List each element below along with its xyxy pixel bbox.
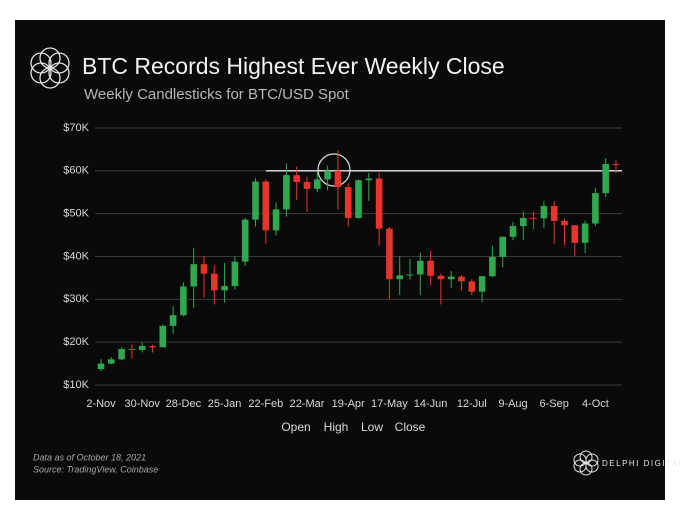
candle-body — [211, 273, 218, 291]
x-tick-label: 6-Sep — [540, 398, 569, 410]
candle-body — [458, 276, 465, 282]
x-tick-label: 12-Jul — [457, 398, 487, 410]
y-tick-label: $40K — [63, 250, 89, 262]
candle-body — [427, 260, 434, 276]
candle-body — [386, 228, 393, 280]
x-tick-label: 2-Nov — [86, 398, 116, 410]
x-tick-label: 28-Dec — [166, 398, 202, 410]
candle-body — [149, 346, 156, 348]
candle-body — [447, 276, 455, 280]
candle-body — [314, 179, 321, 189]
candle-body — [396, 275, 403, 280]
candle-body — [293, 175, 300, 182]
x-tick-label: 9-Aug — [498, 398, 527, 410]
candle-body — [334, 170, 342, 188]
candle-body — [241, 219, 249, 262]
candle-body — [169, 315, 177, 326]
candle-body — [509, 226, 517, 237]
x-tick-label: 22-Mar — [290, 398, 325, 410]
candle-body — [272, 209, 280, 231]
candle-body — [520, 217, 527, 227]
legend-label: High — [324, 420, 349, 434]
candle-body — [530, 217, 537, 219]
brand: DELPHI DIGITAL — [602, 459, 680, 468]
y-tick-label: $20K — [63, 336, 89, 348]
y-tick-label: $50K — [63, 208, 89, 220]
candle-body — [437, 275, 445, 280]
candle-body — [489, 256, 496, 277]
note: Data as of October 18, 2021 — [33, 452, 146, 462]
legend-label: Close — [395, 420, 426, 434]
candle-body — [550, 205, 558, 221]
candle-body — [581, 223, 589, 243]
candle-body — [200, 264, 208, 274]
candle-body — [231, 261, 239, 287]
candle-body — [355, 180, 362, 218]
x-tick-label: 17-May — [371, 398, 408, 410]
candle-body — [138, 346, 146, 350]
candle-body — [468, 281, 476, 292]
x-tick-label: 4-Oct — [582, 398, 609, 410]
candle-body — [417, 260, 424, 275]
candle-body — [540, 205, 548, 219]
candle-body — [375, 178, 383, 229]
candle-body — [344, 187, 352, 218]
x-tick-label: 30-Nov — [124, 398, 160, 410]
x-tick-label: 19-Apr — [332, 398, 365, 410]
logo — [30, 47, 70, 89]
y-tick-label: $10K — [63, 379, 89, 391]
candle-body — [365, 178, 373, 181]
y-tick-label: $30K — [63, 293, 89, 305]
candle-body — [97, 363, 105, 370]
candle-body — [561, 220, 568, 226]
chart-subtitle: Weekly Candlesticks for BTC/USD Spot — [84, 86, 350, 103]
note: Source: TradingView, Coinbase — [33, 464, 158, 474]
candle-body — [406, 274, 414, 276]
candle-body — [190, 264, 197, 287]
candle-body — [478, 276, 486, 292]
candle-body — [118, 349, 125, 360]
candle-body — [324, 170, 331, 180]
legend-label: Low — [361, 420, 383, 434]
x-tick-label: 25-Jan — [208, 398, 242, 410]
candle-body — [108, 359, 115, 364]
chart-title: BTC Records Highest Ever Weekly Close — [82, 53, 505, 79]
y-tick-label: $70K — [63, 122, 89, 134]
candle-body — [252, 181, 259, 220]
candle-body — [128, 349, 136, 351]
candle-body — [303, 181, 311, 189]
candle-body — [592, 193, 599, 224]
brand-logo — [573, 450, 599, 476]
x-tick-label: 14-Jun — [414, 398, 448, 410]
candle-body — [612, 163, 620, 165]
x-tick-label: 22-Feb — [248, 398, 283, 410]
candle-body — [499, 236, 506, 257]
candle-body — [571, 225, 579, 243]
candle-body — [262, 181, 270, 231]
panel — [15, 20, 665, 500]
legend-label: Open — [281, 420, 310, 434]
candle-body — [602, 163, 609, 194]
candle-body — [159, 325, 167, 348]
y-tick-label: $60K — [63, 165, 89, 177]
candle-body — [283, 175, 290, 210]
highlight-circle — [317, 153, 351, 187]
candle-body — [180, 286, 187, 316]
candle-body — [221, 286, 228, 291]
